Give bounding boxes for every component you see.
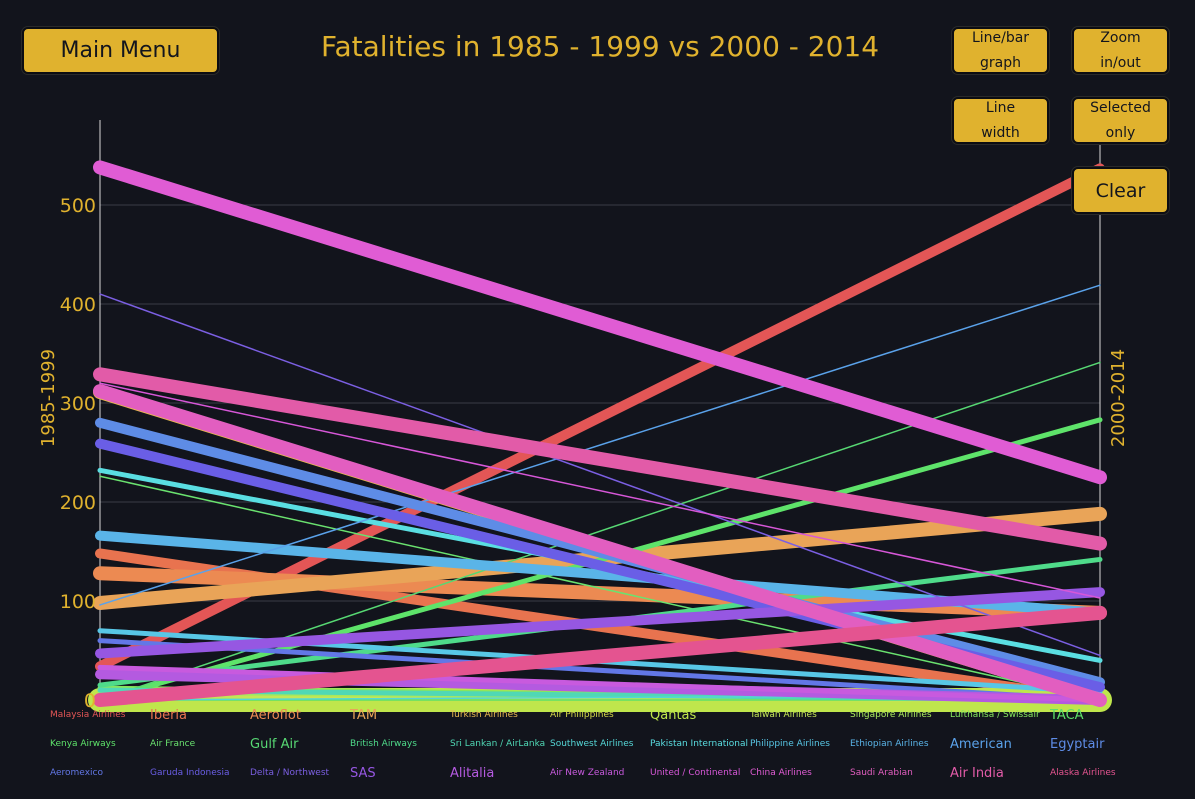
series-line-sas[interactable]	[95, 587, 1105, 659]
legend-item-united-continental[interactable]: United / Continental	[650, 768, 741, 778]
legend-item-taiwan-airlines[interactable]: Taiwan Airlines	[750, 710, 817, 720]
series-line-kenya-airways[interactable]	[97, 417, 1103, 703]
legend-item-tam[interactable]: TAM	[350, 708, 378, 723]
y-tick-label: 0	[84, 690, 96, 712]
legend-item-ethiopian-airlines[interactable]: Ethiopian Airlines	[850, 739, 929, 749]
legend-item-alitalia[interactable]: Alitalia	[450, 766, 495, 781]
right-axis-label: 2000-2014	[1108, 349, 1129, 447]
legend-item-air-france[interactable]: Air France	[150, 739, 196, 749]
legend-item-sas[interactable]: SAS	[350, 766, 376, 781]
series-line-american[interactable]	[99, 284, 1101, 606]
y-tick-label: 500	[60, 195, 96, 217]
line-bar-label-2: graph	[980, 54, 1021, 71]
clear-button[interactable]: Clear	[1072, 167, 1169, 214]
legend-item-lufthansa-swissair[interactable]: Lufthansa / Swissair	[950, 710, 1040, 720]
legend-item-philippine-airlines[interactable]: Philippine Airlines	[750, 739, 830, 749]
legend-item-qantas[interactable]: Qantas	[650, 708, 697, 723]
legend-item-taca[interactable]: TACA	[1050, 708, 1084, 723]
legend-item-southwest-airlines[interactable]: Southwest Airlines	[550, 739, 634, 749]
line-bar-label-1: Line/bar	[971, 29, 1030, 46]
series-line-china-airlines[interactable]	[93, 160, 1107, 485]
zoom-label-2: in/out	[1100, 54, 1141, 71]
series-line-united-continental[interactable]	[99, 382, 1101, 599]
series-line-air-france[interactable]	[99, 475, 1101, 701]
selected-only-button[interactable]: Selected only	[1072, 97, 1169, 144]
selected-only-label-2: only	[1105, 124, 1136, 141]
legend-item-china-airlines[interactable]: China Airlines	[750, 768, 812, 778]
series-line-air-india[interactable]	[93, 367, 1107, 551]
zoom-label-1: Zoom	[1100, 29, 1141, 46]
selected-only-label-1: Selected	[1090, 99, 1151, 116]
legend-item-singapore-airlines[interactable]: Singapore Airlines	[850, 710, 932, 720]
legend-item-kenya-airways[interactable]: Kenya Airways	[50, 739, 116, 749]
legend-item-iberia[interactable]: Iberia	[150, 708, 188, 723]
main-menu-button[interactable]: Main Menu	[22, 27, 219, 74]
legend-item-alaska-airlines[interactable]: Alaska Airlines	[1050, 768, 1116, 778]
legend-item-garuda-indonesia[interactable]: Garuda Indonesia	[150, 768, 230, 778]
legend-item-gulf-air[interactable]: Gulf Air	[250, 737, 299, 752]
legend-item-pakistan-international[interactable]: Pakistan International	[650, 739, 748, 749]
legend-item-aeromexico[interactable]: Aeromexico	[50, 768, 103, 778]
legend-item-egyptair[interactable]: Egyptair	[1050, 737, 1105, 752]
legend-item-delta-northwest[interactable]: Delta / Northwest	[250, 768, 330, 778]
y-tick-label: 200	[60, 492, 96, 514]
line-width-label-2: width	[981, 124, 1020, 141]
line-bar-graph-button[interactable]: Line/bar graph	[952, 27, 1049, 74]
series-line-saudi-arabian[interactable]	[93, 384, 1107, 707]
y-tick-label: 100	[60, 591, 96, 613]
line-width-label-1: Line	[985, 99, 1016, 116]
page-title: Fatalities in 1985 - 1999 vs 2000 - 2014	[320, 30, 880, 63]
series-line-alaska-airlines[interactable]	[93, 605, 1107, 707]
line-width-button[interactable]: Line width	[952, 97, 1049, 144]
legend-item-air-philippines[interactable]: Air Philippines	[550, 710, 614, 720]
legend-item-air-new-zealand[interactable]: Air New Zealand	[550, 768, 625, 778]
series-line-air-new-zealand[interactable]	[97, 664, 1103, 703]
series-line-delta-northwest[interactable]	[99, 293, 1101, 657]
legend-item-sri-lankan-airlanka[interactable]: Sri Lankan / AirLanka	[450, 739, 546, 749]
y-tick-labels: 0 100 200 300 400 500	[60, 195, 96, 712]
legend-item-american[interactable]: American	[950, 737, 1012, 752]
series-line-aeromexico[interactable]	[97, 638, 1103, 703]
left-axis-label: 1985-1999	[38, 349, 59, 447]
legend-item-turkish-airlines[interactable]: Turkish Airlines	[450, 710, 518, 720]
series-lines	[88, 160, 1112, 712]
y-tick-label: 300	[60, 393, 96, 415]
y-tick-label: 400	[60, 294, 96, 316]
legend-item-british-airways[interactable]: British Airways	[350, 739, 417, 749]
legend-item-malaysia-airlines[interactable]: Malaysia Airlines	[50, 710, 126, 720]
legend-item-air-india[interactable]: Air India	[950, 766, 1004, 781]
legend-item-aeroflot[interactable]: Aeroflot	[250, 708, 301, 723]
legend-item-saudi-arabian[interactable]: Saudi Arabian	[850, 768, 913, 778]
zoom-button[interactable]: Zoom in/out	[1072, 27, 1169, 74]
